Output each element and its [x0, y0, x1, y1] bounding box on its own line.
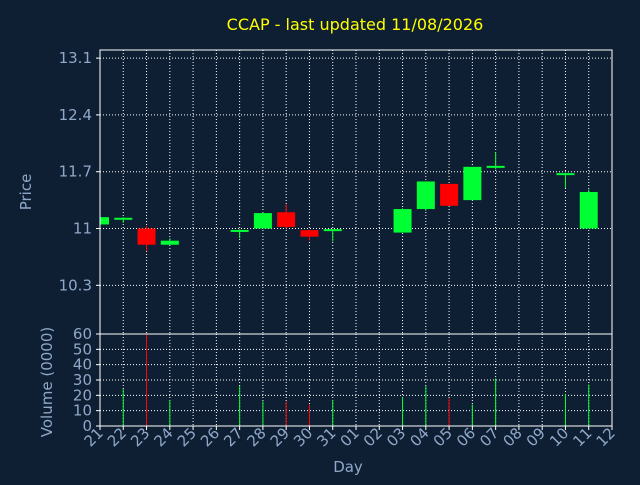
price-axis: 13.1 12.4 11.7 11 10.3: [59, 49, 100, 294]
volume-tick-label: 30: [73, 371, 92, 389]
candle-body: [440, 183, 459, 206]
x-axis: 2122232425262728293031010203040506070809…: [81, 424, 619, 450]
candle-body: [416, 181, 435, 210]
price-tick-label: 11.7: [59, 163, 92, 181]
candle-body: [579, 192, 598, 229]
price-candles: [99, 152, 598, 252]
chart-title: CCAP - last updated 11/08/2026: [227, 15, 484, 34]
volume-tick-label: 10: [73, 402, 92, 420]
volume-tick-label: 20: [73, 386, 92, 404]
candle-body: [230, 229, 249, 232]
price-axis-label: Price: [17, 174, 35, 211]
volume-bars: [122, 334, 590, 426]
price-tick-label: 10.3: [59, 276, 92, 294]
volume-axis-label: Volume (0000): [38, 327, 56, 437]
candle-body: [556, 173, 575, 176]
candle-body: [253, 213, 272, 229]
price-tick-label: 12.4: [59, 106, 92, 124]
volume-tick-label: 60: [73, 325, 92, 343]
candle-body: [137, 228, 156, 245]
price-tick-label: 11: [73, 220, 92, 238]
candle-body: [277, 212, 296, 227]
candle-body: [323, 229, 342, 232]
candle-body: [300, 230, 319, 237]
candle-body: [393, 209, 412, 233]
volume-tick-label: 50: [73, 340, 92, 358]
candle-body: [160, 240, 179, 245]
volume-tick-label: 40: [73, 356, 92, 374]
price-tick-label: 13.1: [59, 49, 92, 67]
x-axis-label: Day: [333, 458, 363, 476]
candle-body: [463, 166, 482, 201]
candle-body: [100, 217, 109, 225]
volume-tick-label: 0: [82, 417, 92, 435]
candle-body: [486, 165, 505, 168]
candle-body: [114, 217, 133, 220]
